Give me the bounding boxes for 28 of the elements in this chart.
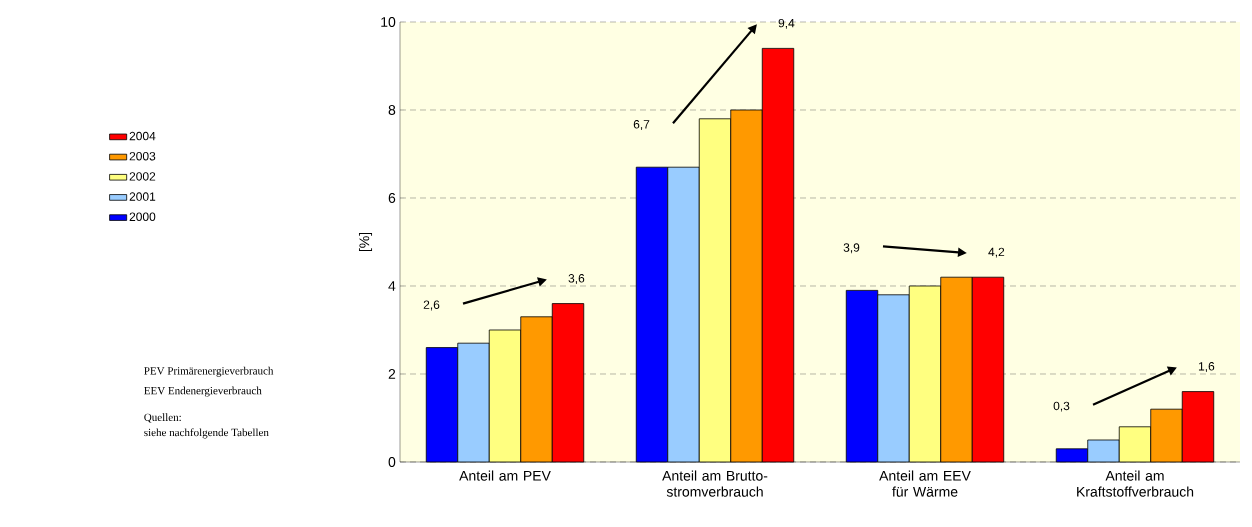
data-label: 3,9	[843, 243, 860, 254]
y-tick-label: 2	[388, 369, 396, 379]
data-label: 4,2	[988, 247, 1005, 258]
data-label: 2,6	[423, 300, 440, 311]
legend-label: 2001	[129, 192, 156, 201]
data-label: 6,7	[633, 120, 650, 130]
x-tick-label: Anteil am EEV für Wärme	[879, 470, 971, 497]
legend-label: 2004	[129, 131, 156, 141]
text: siehe nachfolgende Tabellen	[144, 428, 269, 439]
y-tick-label: 8	[388, 105, 396, 115]
text: EEV Endenergieverbrauch	[144, 386, 262, 397]
data-label: 0,3	[1053, 401, 1070, 412]
y-tick-label: 10	[381, 17, 396, 27]
x-tick-label: Anteil am Kraftstoffverbrauch	[1077, 470, 1194, 497]
x-tick-label: Anteil am PEV	[459, 470, 551, 481]
text: PEV Primärenergieverbrauch	[144, 366, 274, 377]
legend-label: 2003	[129, 151, 156, 161]
x-tick-label: Anteil am Brutto-stromverbrauch	[662, 470, 768, 497]
y-tick-label: 0	[388, 457, 396, 467]
data-label: 9,4	[778, 18, 795, 29]
legend-label: 2002	[129, 172, 156, 181]
legend-label: 2000	[129, 212, 156, 221]
y-tick-label: 4	[388, 281, 396, 291]
y-tick-label: 6	[388, 193, 396, 203]
y-axis-title: [%]	[358, 232, 373, 252]
source-note: Quellen:	[144, 413, 181, 423]
data-label: 1,6	[1198, 362, 1215, 372]
data-label: 3,6	[568, 274, 585, 284]
